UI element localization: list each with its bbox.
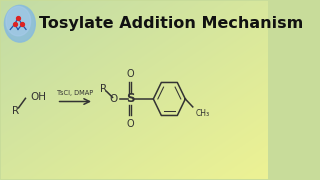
Text: CH₃: CH₃ — [196, 109, 210, 118]
Circle shape — [4, 5, 35, 42]
Text: O: O — [110, 94, 118, 104]
Text: R: R — [12, 106, 19, 116]
Text: O: O — [126, 119, 134, 129]
Text: S: S — [126, 93, 134, 105]
Text: OH: OH — [30, 92, 46, 102]
Text: TsCl, DMAP: TsCl, DMAP — [57, 90, 93, 96]
Text: Tosylate Addition Mechanism: Tosylate Addition Mechanism — [39, 16, 304, 31]
Text: O: O — [126, 69, 134, 79]
Circle shape — [6, 6, 31, 36]
Text: R: R — [100, 84, 107, 94]
